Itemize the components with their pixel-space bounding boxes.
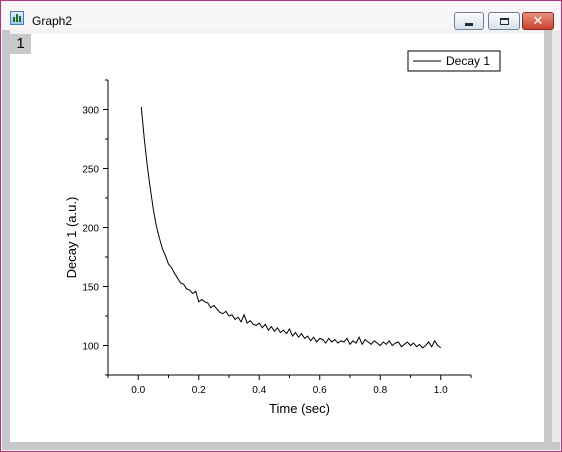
title-bar[interactable]: Graph2 ✕ xyxy=(2,2,560,30)
y-tick-label: 150 xyxy=(82,283,99,294)
legend-label: Decay 1 xyxy=(446,54,490,68)
close-icon: ✕ xyxy=(532,13,544,29)
x-axis-title: Time (sec) xyxy=(269,401,330,416)
maximize-icon xyxy=(499,17,509,25)
window-frame-right xyxy=(544,30,552,450)
window-title: Graph2 xyxy=(32,14,73,28)
window-frame-bottom xyxy=(2,442,560,450)
x-tick-label: 0.6 xyxy=(313,385,327,396)
y-tick-label: 200 xyxy=(82,224,99,235)
x-tick-label: 1.0 xyxy=(434,385,448,396)
minimize-icon xyxy=(465,22,473,26)
maximize-button[interactable] xyxy=(488,12,520,30)
window-frame-left xyxy=(2,30,10,450)
legend-box[interactable] xyxy=(407,50,501,72)
layer-tab[interactable]: 1 xyxy=(10,34,31,54)
x-tick-label: 0.0 xyxy=(131,385,145,396)
graph-window-icon[interactable] xyxy=(10,11,24,25)
y-tick-label: 250 xyxy=(82,165,99,176)
graph-page[interactable]: 1 0.0 0.2 0.4 0.6 0.8 1.0 100 150 200 250 300 Time … xyxy=(10,34,544,442)
y-axis-title: Decay 1 (a.u.) xyxy=(64,197,79,279)
line-chart[interactable]: 0.0 0.2 0.4 0.6 0.8 1.0 100 150 200 250 300 Time (s… xyxy=(10,34,544,442)
x-tick-label: 0.8 xyxy=(373,385,387,396)
x-tick-label: 0.4 xyxy=(252,385,266,396)
minimize-button[interactable] xyxy=(454,12,484,30)
window-edge-right xyxy=(552,30,560,450)
x-tick-label: 0.2 xyxy=(192,385,206,396)
y-tick-label: 300 xyxy=(82,106,99,117)
close-button[interactable]: ✕ xyxy=(522,12,554,30)
y-tick-label: 100 xyxy=(82,342,99,353)
series-line-decay-1[interactable] xyxy=(140,107,442,349)
